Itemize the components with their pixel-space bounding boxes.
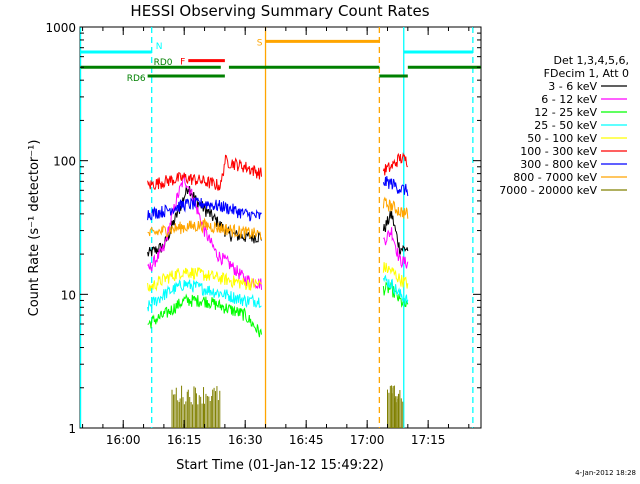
series-line-segment-1 [147, 267, 262, 292]
y-tick-label: 1000 [45, 21, 76, 35]
series-300-800-kev [147, 176, 409, 222]
flag-f-label: F [180, 58, 185, 68]
flag-rd6-label: RD6 [127, 74, 146, 84]
flag-s-label: S [257, 38, 263, 48]
flag-rd0: RD0 [80, 58, 481, 69]
legend-entry-label: 12 - 25 keV [534, 106, 597, 119]
x-tick-label: 17:00 [350, 433, 385, 447]
series-line-segment-2 [382, 274, 409, 305]
y-tick-label: 100 [53, 155, 76, 169]
legend-entry-label: 6 - 12 keV [541, 93, 597, 106]
series-line-segment-1 [147, 279, 262, 312]
legend-entry-label: 300 - 800 keV [520, 158, 597, 171]
x-tick-label: 16:15 [167, 433, 202, 447]
legend-header-line-1: Det 1,3,4,5,6, [553, 54, 629, 67]
legend-entry-label: 7000 - 20000 keV [499, 184, 597, 197]
series-line-segment-1 [147, 293, 262, 338]
axes-layer: 1 10 100 1000 16:00 16:15 16:30 16:45 17:00 17:15 [45, 21, 481, 447]
legend-entry-label: 50 - 100 keV [527, 132, 597, 145]
series-line-segment-2 [382, 152, 408, 176]
flag-rd0-label: RD0 [154, 58, 173, 68]
legend-header-line-2: FDecim 1, Att 0 [544, 67, 629, 80]
flag-f: F [180, 58, 225, 68]
chart-title: HESSI Observing Summary Count Rates [130, 2, 429, 20]
plot-frame-layer [79, 26, 482, 429]
y-tick-label: 10 [61, 288, 76, 302]
legend: Det 1,3,4,5,6,FDecim 1, Att 03 - 6 keV6 … [499, 54, 629, 197]
legend-entry-label: 100 - 300 keV [520, 145, 597, 158]
series-line-segment-1 [147, 154, 262, 191]
series-line-segment-2 [382, 210, 409, 257]
series-7000-20000-kev [171, 385, 404, 428]
flag-n-label: N [156, 42, 163, 52]
series-line-segment-2 [382, 196, 409, 219]
legend-entry-label: 800 - 7000 keV [513, 171, 597, 184]
x-tick-label: 17:15 [411, 433, 446, 447]
y-axis-label: Count Rate (s⁻¹ detector⁻¹) [27, 140, 42, 317]
series-line-segment-1 [147, 197, 262, 222]
legend-entry-label: 25 - 50 keV [534, 119, 597, 132]
flag-n: N [80, 42, 473, 54]
plot-frame [79, 26, 482, 429]
series-line-segment-2 [382, 262, 409, 289]
vertical-markers-layer [79, 27, 474, 428]
series-3-6-kev [147, 185, 409, 257]
series-50-100-kev [147, 262, 409, 292]
x-tick-label: 16:45 [289, 433, 324, 447]
x-tick-label: 16:00 [106, 433, 141, 447]
flag-rd6: RD6 [127, 74, 408, 84]
series-layer [147, 152, 409, 428]
flag-s: S [257, 38, 380, 48]
series-12-25-kev [147, 281, 409, 338]
series-800-7000-kev [147, 196, 409, 240]
series-25-50-kev [147, 274, 409, 312]
footer-date: 4-Jan-2012 18:28 [575, 469, 636, 477]
series-line-segment-1 [147, 217, 262, 240]
flag-bars-layer: N F RD0 RD6 S [80, 38, 481, 84]
y-tick-label: 1 [68, 422, 76, 436]
x-tick-label: 16:30 [228, 433, 263, 447]
legend-entry-label: 3 - 6 keV [548, 80, 597, 93]
series-line-segment-2 [383, 227, 409, 269]
series-line-segment-2 [382, 176, 409, 197]
x-axis-label: Start Time (01-Jan-12 15:49:22) [176, 458, 384, 473]
series-100-300-kev [147, 152, 408, 191]
